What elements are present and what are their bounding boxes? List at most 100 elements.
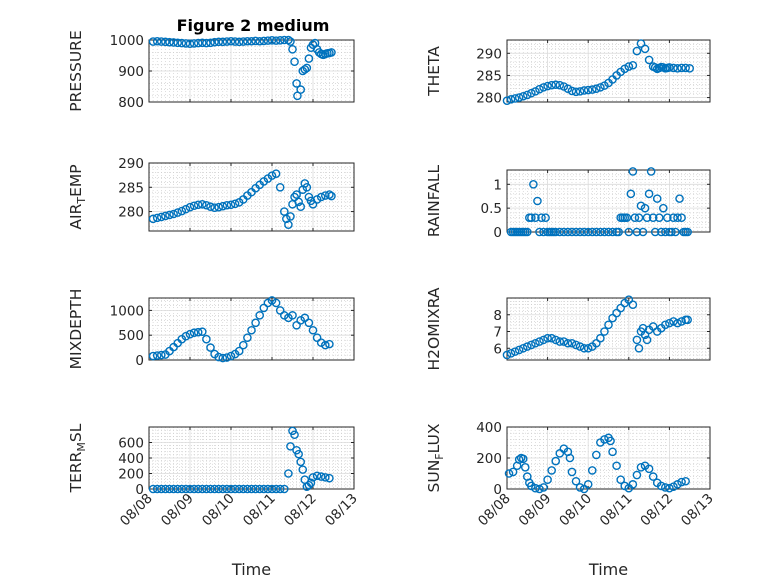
data-point [320,340,330,350]
data-point [238,340,248,350]
data-point [161,37,170,47]
data-point [640,203,650,213]
data-point [675,194,684,203]
data-point [636,462,646,472]
axes-pressure: 800 900 1000 PRESSURE [67,30,355,112]
minor-grid [507,298,710,360]
data-point [202,484,211,494]
y-tick-label: 900 [118,64,144,80]
data-point [193,484,203,494]
data-point [286,37,295,46]
data-point [624,295,634,304]
data-point [214,37,223,47]
data-point [579,86,589,95]
data-point [543,333,552,343]
data-point [551,456,561,466]
data-point [327,191,336,201]
data-point [251,484,260,494]
data-point [308,325,318,335]
data-point [535,337,544,346]
data-point [275,182,285,192]
data-point [616,475,625,485]
x-tick-label: 08/09 [158,491,197,530]
data-point [510,347,520,356]
axes-box [506,297,711,361]
data-point [656,481,666,491]
x-tick-label: 08/12 [637,491,676,530]
data-point [148,484,158,494]
data-point [304,54,314,63]
data-point [648,213,658,222]
data-point [214,352,223,362]
data-point [596,333,605,343]
y-axis-label: MIXDEPTH [67,289,85,370]
data-point [169,38,178,47]
data-point [659,203,668,213]
data-point [634,213,644,222]
data-point [290,57,299,67]
data-point [263,36,273,45]
data-point [628,480,638,489]
y-tick-label: 6 [493,341,502,357]
data-point [267,171,277,180]
data-point [302,63,312,73]
y-tick-label: 200 [118,467,144,483]
data-point [238,484,248,494]
y-tick-label: 0 [135,482,144,498]
data-point [286,442,295,451]
y-tick-label: 400 [476,420,502,436]
data-point [306,478,316,488]
data-point [148,351,158,361]
data-point [640,44,650,54]
data-point [320,473,330,482]
data-point [296,202,306,212]
data-point [156,484,166,494]
data-point [275,484,285,494]
data-point [284,35,293,45]
data-point [514,455,524,464]
data-point [592,450,601,460]
axes-box [148,297,355,361]
data-point [148,214,158,224]
data-point [563,227,573,237]
data-point [583,227,593,237]
y-tick-label: 500 [118,328,144,344]
series-points [148,296,334,363]
series-points [148,426,334,494]
data-point [527,88,536,98]
y-tick-label: 200 [476,451,502,467]
data-point [302,182,312,192]
data-point [634,343,644,353]
data-point [571,227,581,237]
data-point [648,472,658,481]
data-point [300,313,310,323]
data-point [181,39,191,48]
data-point [181,331,191,341]
y-axis-label: AIRTEMP [67,164,88,229]
y-tick-label: 0 [493,482,502,498]
axes-h2omixra: 678 H2OMIXRA [425,287,711,371]
data-point [189,484,199,494]
y-axis-label: RAINFALL [425,164,443,237]
data-point [555,337,565,346]
data-point [669,213,678,222]
data-point [632,227,642,237]
data-point [210,484,219,494]
ticks [148,162,355,231]
y-tick-label: 280 [476,91,502,107]
data-point [169,484,178,494]
data-point [210,37,219,47]
data-point [539,483,548,492]
data-point [259,36,269,46]
data-point [226,351,236,361]
data-point [296,457,306,467]
y-axis-label-tail: EMP [67,164,85,197]
x-tick-label: 08/09 [516,491,555,530]
data-point [669,63,678,73]
data-point [226,36,236,46]
y-axis-label: TERRMSL [67,423,88,493]
data-point [587,227,597,237]
data-point [677,213,686,222]
data-point [669,317,678,326]
